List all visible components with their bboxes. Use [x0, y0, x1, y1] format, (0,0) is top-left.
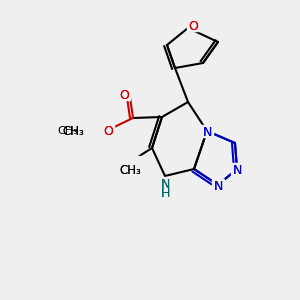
FancyBboxPatch shape	[118, 88, 130, 100]
Text: N: N	[202, 126, 212, 139]
Text: O: O	[188, 20, 198, 33]
Text: H: H	[160, 187, 170, 200]
Text: O: O	[119, 89, 129, 102]
Text: N: N	[202, 126, 212, 139]
FancyBboxPatch shape	[187, 19, 199, 31]
FancyBboxPatch shape	[102, 124, 114, 136]
Text: N: N	[160, 178, 170, 191]
FancyBboxPatch shape	[116, 156, 144, 168]
Text: CH₃: CH₃	[62, 125, 84, 138]
FancyBboxPatch shape	[212, 179, 224, 191]
Text: N: N	[160, 178, 170, 191]
Text: N: N	[213, 180, 223, 193]
Text: H: H	[160, 187, 170, 200]
Text: CH₃: CH₃	[119, 164, 141, 177]
Text: O: O	[103, 125, 113, 138]
Text: N: N	[232, 164, 242, 177]
FancyBboxPatch shape	[201, 125, 213, 137]
FancyBboxPatch shape	[74, 124, 102, 136]
Text: CH₃: CH₃	[57, 126, 78, 136]
FancyBboxPatch shape	[159, 177, 171, 189]
Text: CH₃: CH₃	[119, 164, 141, 177]
Text: O: O	[119, 89, 129, 102]
FancyBboxPatch shape	[160, 187, 170, 197]
Text: O: O	[103, 125, 113, 138]
Text: CH₃: CH₃	[62, 125, 84, 138]
Text: N: N	[232, 164, 242, 177]
Text: N: N	[213, 180, 223, 193]
FancyBboxPatch shape	[231, 163, 243, 175]
Text: O: O	[188, 20, 198, 33]
